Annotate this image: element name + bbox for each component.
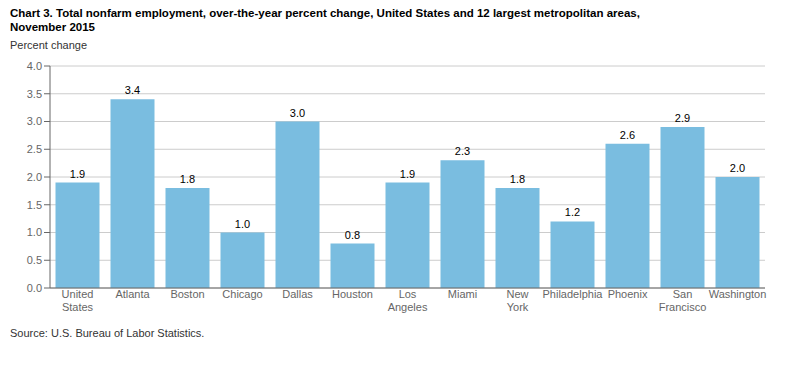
html-text:Chart 3. Total nonfarm employm: Chart 3. Total nonfarm employment, over-… [10,7,640,19]
svg-text:Atlanta: Atlanta [115,288,150,300]
svg-text:2.9: 2.9 [675,112,690,124]
svg-text:LosAngeles: LosAngeles [388,288,428,313]
svg-text:Phoenix: Phoenix [608,288,648,300]
svg-text:Dallas: Dallas [282,288,313,300]
svg-text:3.0: 3.0 [27,115,42,127]
svg-text:2.5: 2.5 [27,143,42,155]
svg-text:Houston: Houston [332,288,373,300]
svg-text:1.9: 1.9 [70,168,85,180]
svg-text:2.3: 2.3 [455,145,470,157]
svg-text:Washington: Washington [709,288,767,300]
svg-text:SanFrancisco: SanFrancisco [659,288,707,313]
html-text:Percent change: Percent change [10,39,88,51]
svg-text:2.6: 2.6 [620,129,635,141]
svg-text:Boston: Boston [170,288,204,300]
svg-text:4.0: 4.0 [27,60,42,72]
svg-text:UnitedStates: UnitedStates [62,288,94,313]
svg-text:1.8: 1.8 [180,173,195,185]
svg-text:1.2: 1.2 [565,206,580,218]
svg-text:1.0: 1.0 [235,218,250,230]
html-text:November 2015: November 2015 [10,21,95,33]
svg-text:2.0: 2.0 [730,162,745,174]
html-text:Source: U.S. Bureau of Labor S: Source: U.S. Bureau of Labor Statistics. [10,327,205,339]
svg-text:3.5: 3.5 [27,88,42,100]
svg-text:1.9: 1.9 [400,168,415,180]
svg-text:NewYork: NewYork [506,288,528,313]
svg-text:1.0: 1.0 [27,226,42,238]
svg-text:0.0: 0.0 [27,282,42,294]
svg-text:3.4: 3.4 [125,84,140,96]
svg-text:Miami: Miami [448,288,477,300]
svg-text:3.0: 3.0 [290,107,305,119]
svg-text:0.5: 0.5 [27,254,42,266]
svg-text:1.5: 1.5 [27,199,42,211]
svg-text:Chicago: Chicago [222,288,262,300]
svg-text:2.0: 2.0 [27,171,42,183]
svg-text:Philadelphia: Philadelphia [543,288,604,300]
svg-text:1.8: 1.8 [510,173,525,185]
svg-text:0.8: 0.8 [345,229,360,241]
